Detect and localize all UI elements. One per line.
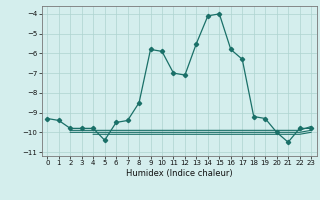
X-axis label: Humidex (Indice chaleur): Humidex (Indice chaleur) bbox=[126, 169, 233, 178]
